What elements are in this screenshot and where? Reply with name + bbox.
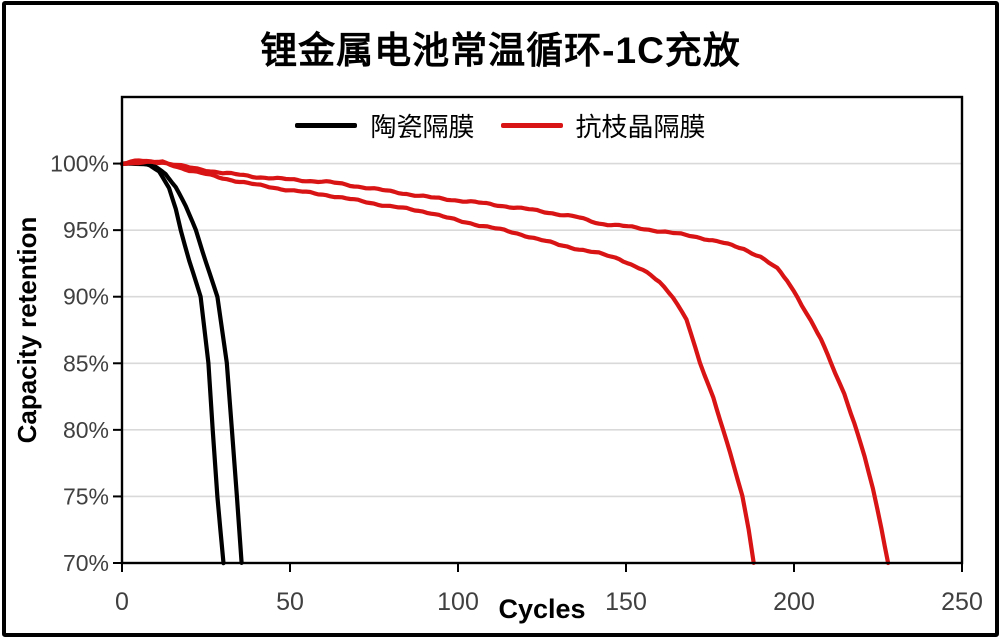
y-tick-label-75: 75% bbox=[63, 483, 109, 509]
y-tick-label-85: 85% bbox=[63, 350, 109, 376]
chart-title: 锂金属电池常温循环-1C充放 bbox=[260, 30, 741, 71]
y-tick-label-90: 90% bbox=[63, 284, 109, 310]
x-tick-label-200: 200 bbox=[773, 588, 815, 616]
series-line-2 bbox=[119, 159, 756, 565]
y-tick-label-70: 70% bbox=[63, 550, 109, 576]
x-tick-label-0: 0 bbox=[115, 588, 129, 616]
series-line-3 bbox=[119, 158, 891, 566]
legend-line-swatch bbox=[295, 123, 358, 128]
legend-item-1: 抗枝晶隔膜 bbox=[500, 107, 706, 144]
y-tick-label-100: 100% bbox=[50, 151, 109, 177]
x-axis-title: Cycles bbox=[498, 594, 586, 624]
legend-label: 陶瓷隔膜 bbox=[370, 112, 475, 142]
y-tick-label-95: 95% bbox=[63, 217, 109, 243]
legend: 陶瓷隔膜 抗枝晶隔膜 bbox=[0, 107, 1001, 144]
x-tick-label-150: 150 bbox=[605, 588, 647, 616]
legend-label: 抗枝晶隔膜 bbox=[575, 112, 706, 142]
legend-line-swatch bbox=[500, 123, 563, 128]
x-tick-label-100: 100 bbox=[437, 588, 479, 616]
legend-item-0: 陶瓷隔膜 bbox=[295, 107, 475, 144]
x-tick-label-250: 250 bbox=[941, 588, 983, 616]
plot-box bbox=[120, 95, 964, 565]
y-tick-label-80: 80% bbox=[63, 417, 109, 443]
y-axis-title: Capacity retention bbox=[12, 216, 42, 444]
x-tick-label-50: 50 bbox=[276, 588, 304, 616]
